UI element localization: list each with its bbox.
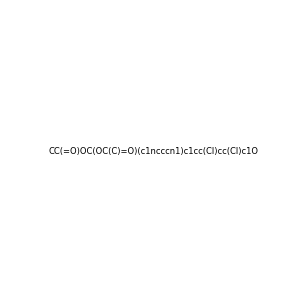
Text: CC(=O)OC(OC(C)=O)(c1ncccn1)c1cc(Cl)cc(Cl)c1O: CC(=O)OC(OC(C)=O)(c1ncccn1)c1cc(Cl)cc(Cl…: [49, 147, 259, 156]
